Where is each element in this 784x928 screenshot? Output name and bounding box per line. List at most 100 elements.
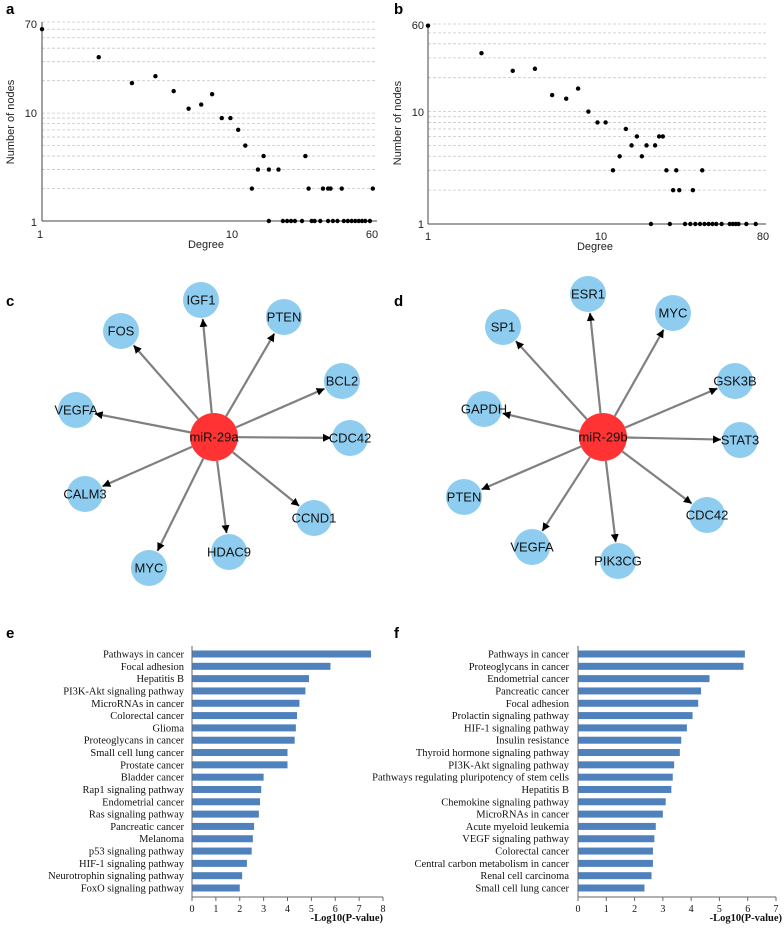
bar-e-8: [192, 749, 288, 757]
bar-f-10: [578, 773, 673, 781]
bar-e-2: [192, 675, 309, 683]
bar-f-15: [578, 835, 655, 843]
x-axis-title-e: -Log10(P-value): [311, 913, 384, 924]
data-point-b-14: [634, 134, 640, 139]
data-point-b-23: [670, 187, 676, 193]
degree-distribution-chart-b: Number of nodes Degree 1 10 80 1 10 60: [392, 20, 769, 253]
node-circle: [332, 420, 368, 456]
data-point-a-24: [306, 186, 311, 191]
category-label-e-6: Glioma: [153, 723, 185, 734]
data-point-a-13: [255, 167, 261, 172]
data-point-b-5: [564, 96, 569, 101]
category-label-f-14: Acute myeloid leukemia: [466, 822, 570, 833]
node-c-cdc42: CDC42: [329, 420, 372, 456]
data-point-a-17: [266, 218, 272, 224]
node-circle: [58, 392, 94, 428]
data-point-a-31: [325, 218, 331, 224]
bar-f-17: [578, 859, 653, 867]
bar-f-14: [578, 822, 656, 830]
data-point-b-21: [664, 168, 669, 173]
data-point-a-23: [303, 153, 308, 159]
node-label: FOS: [108, 324, 135, 339]
data-point-a-33: [335, 218, 340, 224]
data-point-b-34: [710, 221, 715, 227]
x-tick-f-2: 2: [632, 904, 637, 915]
bar-f-3: [578, 687, 702, 695]
category-label-f-12: Chemokine signaling pathway: [441, 797, 569, 808]
category-label-e-13: Ras signaling pathway: [89, 810, 185, 821]
data-point-b-27: [688, 221, 693, 227]
category-label-e-7: Proteoglycans in cancer: [84, 736, 185, 747]
bar-f-16: [578, 847, 653, 855]
data-point-b-7: [586, 109, 591, 114]
x-axis-title-b: Degree: [577, 241, 613, 253]
y-tick-a-10: 10: [25, 108, 37, 120]
node-d-myc: MYC: [655, 295, 691, 331]
x-tick-f-3: 3: [660, 904, 665, 915]
x-tick-f-5: 5: [717, 904, 722, 915]
bar-e-0: [192, 650, 372, 658]
data-point-b-29: [693, 221, 698, 227]
y-tick-b-1: 1: [418, 219, 424, 231]
bar-f-18: [578, 872, 652, 880]
node-circle: [296, 500, 332, 536]
node-circle: [183, 282, 219, 318]
node-c-pten: PTEN: [266, 299, 302, 335]
edge-c-pten: [225, 332, 276, 417]
node-d-sp1: SP1: [485, 309, 521, 345]
hub-node-d: miR-29b: [578, 413, 628, 461]
x-tick-b-80: 80: [757, 231, 769, 243]
node-d-esr1: ESR1: [570, 276, 606, 312]
data-point-b-35: [714, 221, 719, 227]
node-label: GSK3B: [713, 374, 756, 389]
data-point-a-27: [318, 218, 323, 224]
node-label: STAT3: [721, 433, 760, 448]
bar-e-19: [192, 884, 240, 892]
edge-d-myc: [613, 329, 665, 417]
data-point-b-19: [660, 134, 666, 139]
node-c-igf1: IGF1: [183, 282, 219, 318]
x-axis-title-a: Degree: [188, 239, 224, 251]
data-point-b-26: [682, 221, 688, 227]
bar-e-16: [192, 847, 252, 855]
x-tick-e-4: 4: [285, 904, 290, 915]
node-circle: [485, 309, 521, 345]
bar-e-5: [192, 712, 298, 720]
data-point-a-3: [153, 74, 158, 79]
x-tick-e-0: 0: [190, 904, 195, 915]
data-point-a-8: [219, 115, 224, 121]
data-point-a-7: [209, 91, 215, 97]
edge-c-myc: [156, 458, 205, 552]
data-point-b-11: [617, 154, 622, 159]
y-tick-a-70: 70: [25, 19, 37, 31]
panel-letter-e: e: [6, 625, 14, 642]
bar-e-6: [192, 724, 296, 732]
bar-e-9: [192, 761, 288, 769]
data-point-a-4: [171, 88, 176, 94]
data-point-b-18: [656, 134, 662, 139]
bar-f-13: [578, 810, 663, 818]
category-label-e-3: PI3K-Akt signaling pathway: [63, 686, 184, 697]
hub-label: miR-29a: [189, 430, 239, 445]
node-c-calm3: CALM3: [63, 476, 107, 512]
x-tick-e-2: 2: [237, 904, 242, 915]
category-label-e-1: Focal adhesion: [121, 662, 185, 673]
bar-f-0: [578, 650, 745, 658]
node-label: CDC42: [686, 508, 729, 523]
node-c-hdac9: HDAC9: [207, 534, 251, 570]
edge-c-cdc42: [237, 433, 332, 442]
node-label: CDC42: [329, 431, 372, 446]
x-tick-f-7: 7: [774, 904, 779, 915]
panel-letter-b: b: [394, 1, 403, 18]
mir-29a-target-network: IGF1 PTEN BCL2 CDC42 CCND1 HDAC9 MYC CALM3 VEGFA…: [54, 282, 371, 586]
data-point-a-32: [330, 218, 336, 224]
node-c-myc: MYC: [131, 550, 167, 586]
data-point-a-6: [199, 102, 204, 107]
data-point-b-4: [549, 92, 555, 98]
node-c-vegfa: VEGFA: [54, 392, 98, 428]
panel-letter-c: c: [6, 293, 14, 310]
data-point-b-17: [652, 143, 658, 148]
data-point-a-36: [345, 218, 351, 224]
node-circle: [722, 422, 758, 458]
data-point-a-39: [356, 218, 361, 224]
